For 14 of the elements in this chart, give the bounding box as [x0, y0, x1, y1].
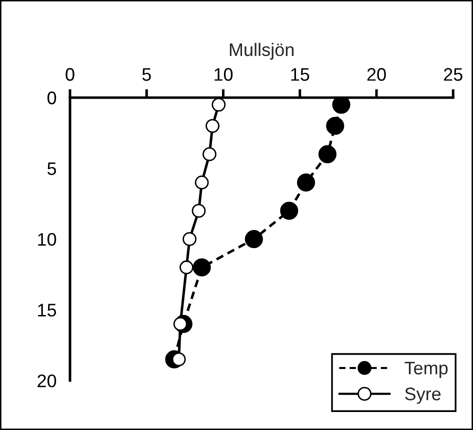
y-tick-label: 0	[47, 92, 56, 104]
y-tick-label: 5	[47, 162, 56, 176]
legend-label: Syre	[405, 388, 441, 404]
legend-label: Temp	[404, 362, 448, 378]
y-tick-label: 20	[38, 374, 56, 388]
x-tick-label: 0	[66, 68, 74, 81]
y-tick-label: 15	[38, 304, 56, 317]
x-tick-label: 25	[444, 68, 462, 81]
chart-title: Mullsjön	[230, 42, 294, 60]
x-tick-label: 10	[214, 68, 233, 81]
x-tick-label: 5	[142, 68, 151, 81]
y-tick-label: 10	[38, 233, 56, 246]
x-tick-label: 15	[291, 68, 310, 81]
x-tick-label: 20	[367, 68, 386, 81]
